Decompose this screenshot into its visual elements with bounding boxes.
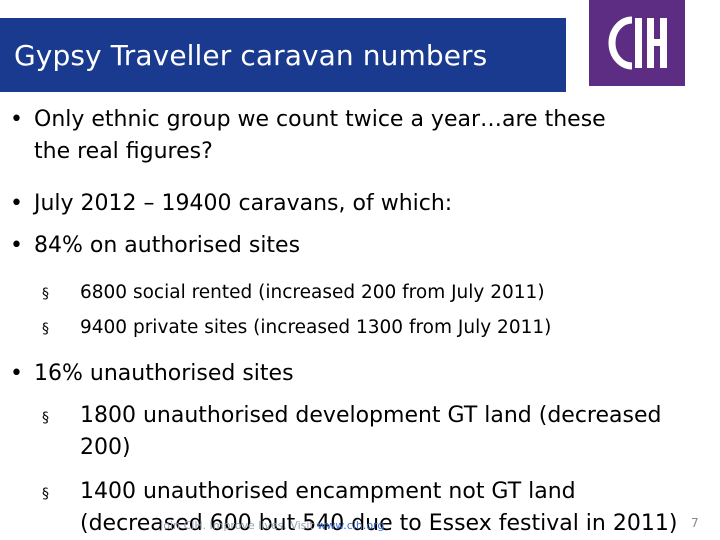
bullet-text: Only ethnic group we count twice a year…… [34,107,606,132]
title-bar: Gypsy Traveller caravan numbers [0,18,566,92]
cih-logo-icon [608,16,667,70]
sub-bullet-text: 1400 unauthorised encampment not GT land [80,479,576,504]
bullet-text: 84% on authorised sites [34,233,301,258]
sub-bullet-item: § 9400 private sites (increased 1300 fro… [0,312,720,344]
sub-bullet-item: § 1400 unauthorised encampment not GT la… [0,476,720,540]
footer-text: Join CIH. Improve lives. Visit [160,519,314,532]
footer-link[interactable]: www.cih.org [317,519,385,532]
bullet-item: • 84% on authorised sites [0,230,720,262]
bullet-item: • 16% unauthorised sites [0,358,720,390]
sub-bullet-text-continued: (decreased 600 but 540 due to Essex fest… [80,511,678,536]
bullet-text-continued: the real figures? [34,139,213,164]
sub-bullet-marker: § [42,286,49,302]
page-number: 7 [691,516,699,530]
sub-bullet-item: § 1800 unauthorised development GT land … [0,400,720,464]
sub-bullet-text: 1800 unauthorised development GT land (d… [80,403,662,428]
sub-bullet-item: § 6800 social rented (increased 200 from… [0,277,720,309]
sub-bullet-text: 9400 private sites (increased 1300 from … [80,317,552,338]
sub-bullet-text: 6800 social rented (increased 200 from J… [80,282,545,303]
cih-logo [589,0,685,86]
sub-bullet-marker: § [42,321,49,337]
bullet-marker: • [10,233,23,258]
bullet-item: • July 2012 – 19400 caravans, of which: [0,188,720,220]
bullet-text: 16% unauthorised sites [34,361,294,386]
bullet-marker: • [10,361,23,386]
sub-bullet-marker: § [42,486,49,502]
sub-bullet-text-continued: 200) [80,435,131,460]
bullet-marker: • [10,191,23,216]
sub-bullet-marker: § [42,410,49,426]
footer: Join CIH. Improve lives. Visit www.cih.o… [160,519,384,532]
bullet-text: July 2012 – 19400 caravans, of which: [34,191,453,216]
bullet-marker: • [10,107,23,132]
slide-title: Gypsy Traveller caravan numbers [14,38,488,72]
bullet-item: • Only ethnic group we count twice a yea… [0,104,720,168]
